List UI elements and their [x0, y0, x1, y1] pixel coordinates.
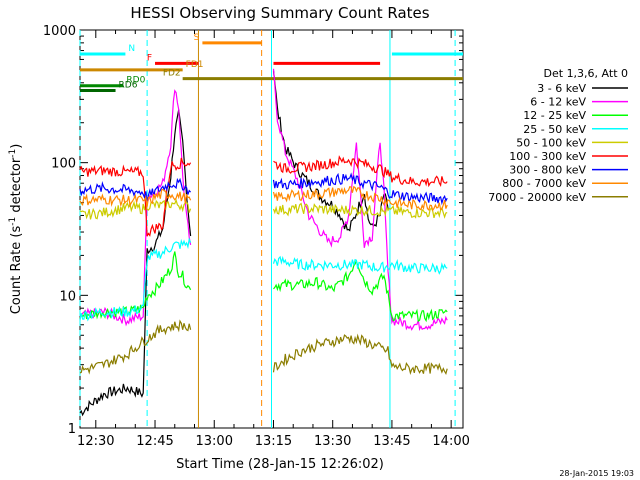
series-line-800-7000-kev [272, 185, 448, 212]
legend-entry-label: 7000 - 20000 keV [488, 191, 586, 204]
series-line-3-6-kev [79, 109, 192, 417]
series-line-25-50-kev [272, 255, 448, 275]
x-tick-label: 13:15 [255, 434, 292, 449]
x-tick-label: 12:30 [77, 434, 114, 449]
legend-entry-label: 50 - 100 keV [516, 136, 586, 149]
legend-entry-label: 300 - 800 keV [509, 164, 586, 177]
series-line-50-100-kev [79, 198, 192, 220]
y-tick-label: 10 [59, 289, 76, 304]
series-line-100-300-kev [273, 155, 448, 188]
legend-entry-label: 800 - 7000 keV [502, 177, 586, 190]
series-line-3-6-kev [272, 70, 389, 232]
series-line-12-25-kev [273, 259, 448, 323]
x-axis-label: Start Time (28-Jan-15 12:26:02) [176, 457, 384, 472]
legend-entry-label: 12 - 25 keV [523, 109, 586, 122]
x-tick-label: 13:30 [314, 434, 351, 449]
series-line-7000-20000-kev [272, 333, 448, 375]
flag-label-n: N [128, 44, 135, 54]
series-line-50-100-kev [272, 202, 448, 219]
series-line-7000-20000-kev [79, 319, 192, 375]
flag-label-rd0: RD0 [126, 76, 145, 86]
series-line-300-800-kev [272, 172, 448, 206]
flag-label-f: F [147, 53, 152, 63]
y-axis-label-prefix: Count Rate (s [9, 226, 24, 315]
y-axis-label-sup2: -1 [8, 149, 18, 158]
footer-date: 28-Jan-2015 19:03 [559, 469, 634, 478]
y-tick-label: 100 [51, 157, 76, 172]
series-line-12-25-kev [79, 251, 192, 320]
legend-entry-label: 100 - 300 keV [509, 150, 586, 163]
series-line-25-50-kev [79, 237, 192, 322]
x-tick-label: 14:00 [432, 434, 469, 449]
y-tick-label: 1 [68, 422, 76, 437]
vertical-markers [79, 30, 456, 428]
y-axis-label-suffix: ) [9, 144, 24, 149]
legend-entry-label: 25 - 50 keV [523, 123, 586, 136]
x-tick-label: 13:00 [196, 434, 233, 449]
y-axis-label-sup: -1 [8, 217, 18, 226]
legend-entry-label: 3 - 6 keV [537, 82, 586, 95]
series-line-300-800-kev [79, 177, 192, 202]
flag-label-rd6: RD6 [119, 80, 138, 90]
y-axis-label: Count Rate (s-1 detector-1) [8, 144, 24, 315]
axes: 1 10 100 1000 12:30 12:45 13:00 13:15 13:30 13:45… [43, 24, 470, 449]
series-lines [79, 68, 448, 417]
y-tick-label: 1000 [43, 24, 76, 39]
series-line-100-300-kev [79, 157, 192, 237]
x-tick-label: 12:45 [136, 434, 173, 449]
legend-entry-label: 6 - 12 keV [530, 96, 586, 109]
chart-title: HESSI Observing Summary Count Rates [130, 4, 429, 22]
x-tick-label: 13:45 [373, 434, 410, 449]
flag-label-s: S [194, 33, 200, 43]
flag-label-fd2: FD2 [163, 69, 181, 79]
flag-label-fd1: FD1 [186, 60, 204, 70]
series-line-800-7000-kev [79, 188, 192, 208]
y-axis-label-mid: detector [9, 157, 24, 217]
legend-title: Det 1,3,6, Att 0 [544, 67, 628, 80]
